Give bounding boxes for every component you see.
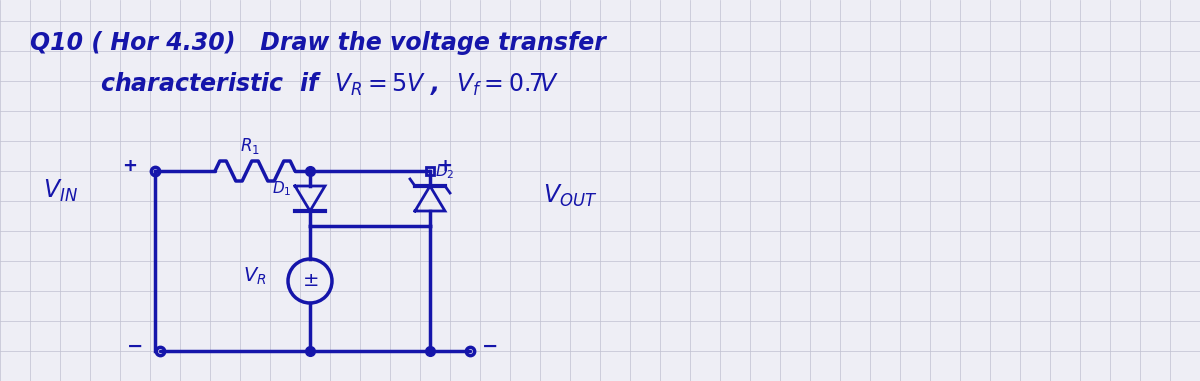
Text: +: +: [122, 157, 138, 175]
Text: $R_1$: $R_1$: [240, 136, 260, 156]
Text: Q10 ( Hor 4.30)   Draw the voltage transfer: Q10 ( Hor 4.30) Draw the voltage transfe…: [30, 31, 606, 55]
Text: $V_R$: $V_R$: [244, 265, 266, 287]
Text: +: +: [438, 157, 452, 175]
Text: $\pm$: $\pm$: [302, 272, 318, 290]
Text: −: −: [127, 336, 143, 355]
Text: $V_{IN}$: $V_{IN}$: [42, 178, 78, 204]
Text: $V_{OUT}$: $V_{OUT}$: [542, 183, 598, 209]
Text: $D_2$: $D_2$: [436, 162, 455, 181]
Text: −: −: [482, 336, 498, 355]
Text: characteristic  if  $V_R = 5V$ ,  $V_f = 0.7V$: characteristic if $V_R = 5V$ , $V_f = 0.…: [100, 71, 559, 98]
Text: $D_1$: $D_1$: [272, 179, 292, 198]
